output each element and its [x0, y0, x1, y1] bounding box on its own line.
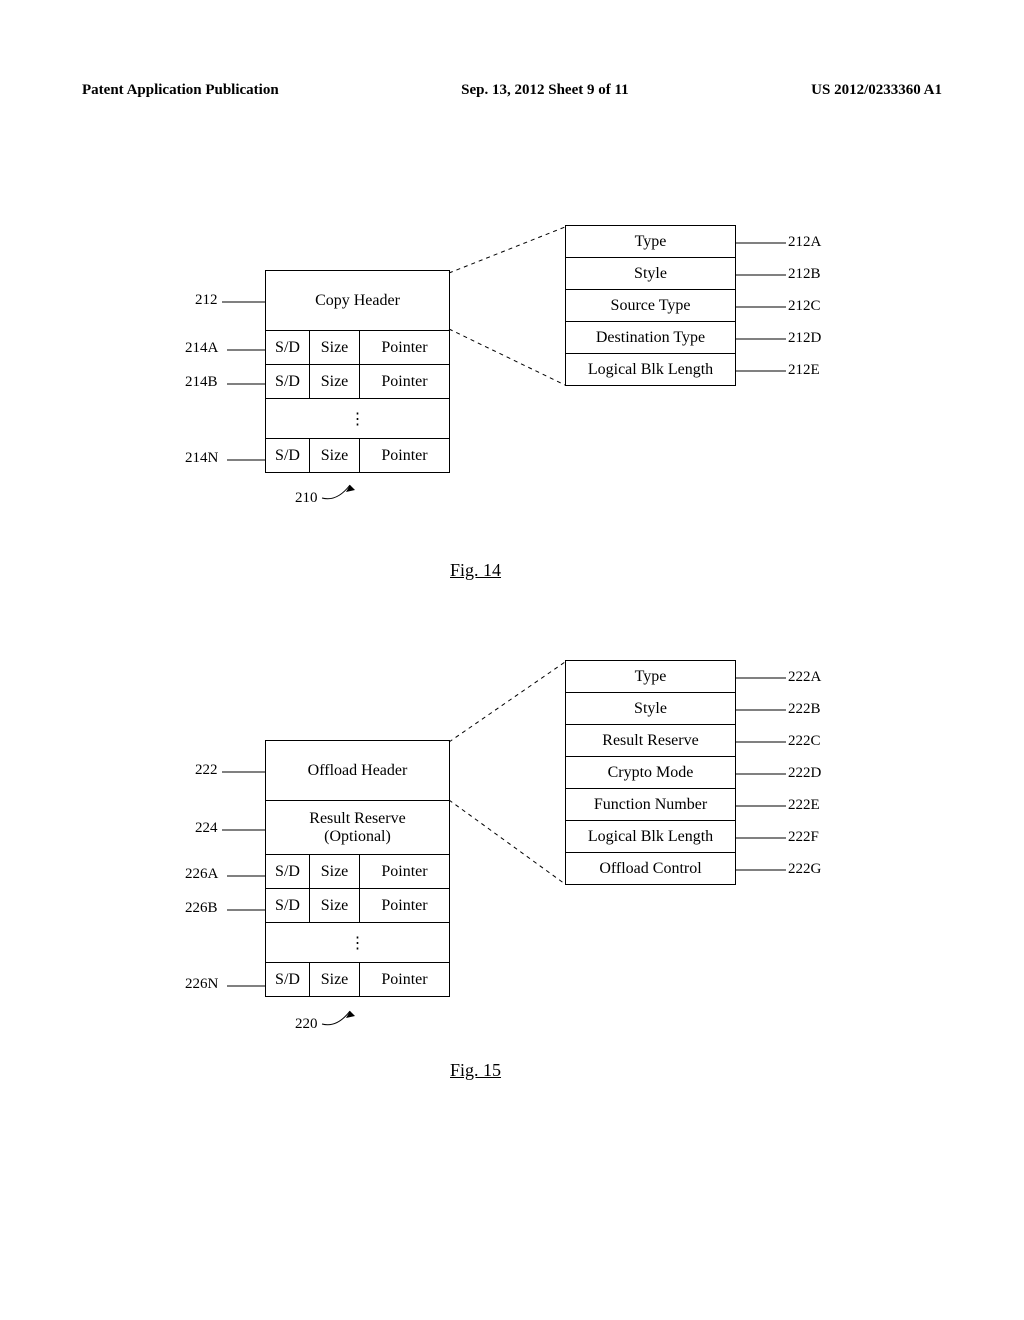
ref-226A: 226A: [185, 866, 218, 883]
ref-212: 212: [195, 292, 218, 309]
lead-212B: [736, 273, 786, 279]
fig14-expand-lines: [449, 225, 569, 395]
fig15-rowN-size: Size: [310, 963, 360, 997]
fig14-row1-ptr: Pointer: [360, 365, 450, 399]
fig14-row0-ptr: Pointer: [360, 331, 450, 365]
fig14-exp-lblklen: Logical Blk Length: [566, 354, 736, 386]
ref-226N: 226N: [185, 976, 218, 993]
ref-222C: 222C: [788, 733, 821, 750]
fig15-row0-ptr: Pointer: [360, 855, 450, 889]
ref-222B: 222B: [788, 701, 821, 718]
offload-header-cell: Offload Header: [266, 741, 450, 801]
lead-212A: [736, 241, 786, 247]
ref-222F: 222F: [788, 829, 819, 846]
fig14-caption: Fig. 14: [450, 560, 501, 581]
fig14-rowN-size: Size: [310, 439, 360, 473]
fig14-expanded-list: Type Style Source Type Destination Type …: [565, 225, 736, 386]
fig15-exp-style: Style: [566, 693, 736, 725]
fig14-exp-srctype: Source Type: [566, 290, 736, 322]
lead-214B: [227, 382, 265, 392]
header-center: Sep. 13, 2012 Sheet 9 of 11: [461, 82, 629, 99]
fig14-vdots: ⋮: [266, 399, 450, 439]
fig15-main-table: Offload Header Result Reserve (Optional)…: [265, 740, 450, 997]
lead-212E: [736, 369, 786, 375]
result-reserve-cell: Result Reserve (Optional): [266, 801, 450, 855]
fig15-row1-size: Size: [310, 889, 360, 923]
fig15-exp-resrv: Result Reserve: [566, 725, 736, 757]
fig14-rowN-sd: S/D: [266, 439, 310, 473]
ref-214A: 214A: [185, 340, 218, 357]
fig15-row1-ptr: Pointer: [360, 889, 450, 923]
fig15-rowN-ptr: Pointer: [360, 963, 450, 997]
header-right: US 2012/0233360 A1: [811, 82, 942, 99]
ref-222: 222: [195, 762, 218, 779]
lead-210-arrow: [322, 480, 362, 505]
ref-212D: 212D: [788, 330, 821, 347]
fig14-exp-type: Type: [566, 226, 736, 258]
lead-224: [222, 828, 265, 834]
ref-222D: 222D: [788, 765, 821, 782]
copy-header-cell: Copy Header: [266, 271, 450, 331]
lead-222D: [736, 772, 786, 778]
fig15-exp-type: Type: [566, 661, 736, 693]
fig14-exp-dsttype: Destination Type: [566, 322, 736, 354]
lead-222: [222, 770, 265, 776]
ref-222A: 222A: [788, 669, 821, 686]
ref-212B: 212B: [788, 266, 821, 283]
lead-222C: [736, 740, 786, 746]
lead-226N: [227, 984, 265, 990]
ref-212E: 212E: [788, 362, 820, 379]
fig15-exp-lblk: Logical Blk Length: [566, 821, 736, 853]
lead-212: [222, 300, 265, 310]
lead-214A: [227, 348, 265, 358]
ref-210: 210: [295, 490, 318, 507]
fig14-exp-style: Style: [566, 258, 736, 290]
fig15-exp-funcno: Function Number: [566, 789, 736, 821]
ref-222E: 222E: [788, 797, 820, 814]
fig15-row0-sd: S/D: [266, 855, 310, 889]
ref-220: 220: [295, 1016, 318, 1033]
lead-222A: [736, 676, 786, 682]
fig14-main-table: Copy Header S/D Size Pointer S/D Size Po…: [265, 270, 450, 473]
fig15-expand-lines: [449, 660, 569, 890]
ref-212A: 212A: [788, 234, 821, 251]
fig15-vdots: ⋮: [266, 923, 450, 963]
fig14-row0-sd: S/D: [266, 331, 310, 365]
ref-212C: 212C: [788, 298, 821, 315]
patent-header: Patent Application Publication Sep. 13, …: [0, 82, 1024, 99]
fig14-row0-size: Size: [310, 331, 360, 365]
lead-212C: [736, 305, 786, 311]
lead-222E: [736, 804, 786, 810]
lead-222B: [736, 708, 786, 714]
ref-214N: 214N: [185, 450, 218, 467]
ref-224: 224: [195, 820, 218, 837]
fig15-row1-sd: S/D: [266, 889, 310, 923]
lead-212D: [736, 337, 786, 343]
fig15-caption: Fig. 15: [450, 1060, 501, 1081]
fig14-row1-sd: S/D: [266, 365, 310, 399]
fig14-row1-size: Size: [310, 365, 360, 399]
lead-222G: [736, 868, 786, 874]
fig15-expanded-list: Type Style Result Reserve Crypto Mode Fu…: [565, 660, 736, 885]
ref-214B: 214B: [185, 374, 218, 391]
header-left: Patent Application Publication: [82, 82, 279, 99]
fig14-rowN-ptr: Pointer: [360, 439, 450, 473]
lead-226B: [227, 908, 265, 914]
ref-222G: 222G: [788, 861, 821, 878]
fig15-exp-crypto: Crypto Mode: [566, 757, 736, 789]
lead-220-arrow: [322, 1006, 362, 1031]
lead-226A: [227, 874, 265, 880]
fig15-exp-offctl: Offload Control: [566, 853, 736, 885]
fig15-row0-size: Size: [310, 855, 360, 889]
fig15-rowN-sd: S/D: [266, 963, 310, 997]
lead-214N: [227, 458, 265, 468]
ref-226B: 226B: [185, 900, 218, 917]
lead-222F: [736, 836, 786, 842]
